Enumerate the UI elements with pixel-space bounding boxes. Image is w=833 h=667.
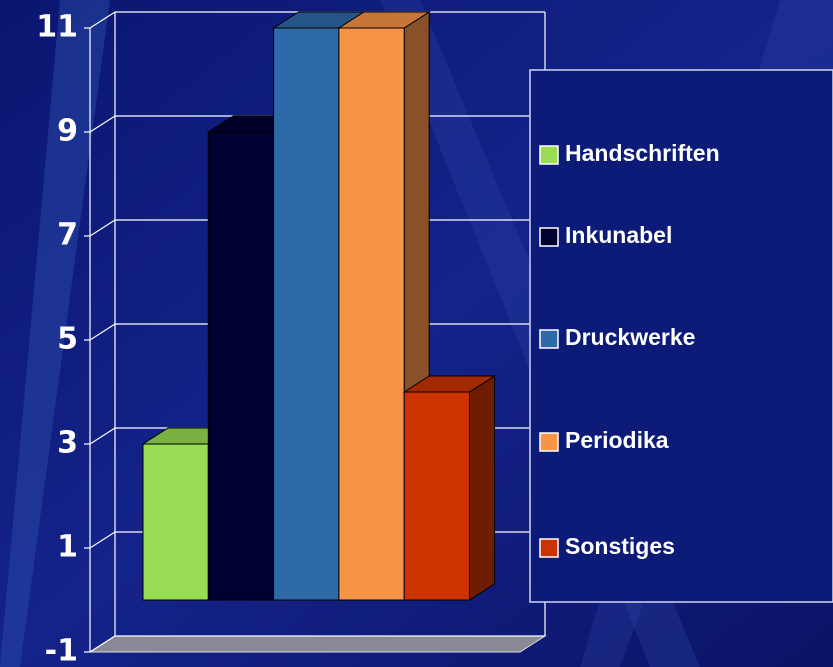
y-tick-label: 1	[57, 530, 78, 565]
bar	[142, 443, 209, 601]
legend-label: Periodika	[565, 427, 669, 453]
y-tick-label: 5	[57, 322, 78, 357]
floor	[88, 635, 547, 653]
y-tick-label: 3	[57, 426, 78, 461]
grid-line	[89, 427, 116, 445]
legend-label: Sonstiges	[565, 533, 675, 559]
grid-line	[89, 115, 116, 133]
y-tick-label: 11	[36, 10, 78, 45]
bar	[403, 391, 471, 601]
streak	[0, 0, 110, 667]
legend-label: Handschriften	[565, 140, 720, 166]
legend-swatch	[539, 538, 559, 558]
legend-swatch	[539, 227, 559, 247]
bar	[207, 131, 275, 601]
legend: Handschriften Inkunabel Druckwerke Periodik…	[539, 140, 720, 559]
bar	[273, 27, 340, 601]
legend-label: Inkunabel	[565, 222, 672, 248]
y-tick-label: 9	[57, 114, 78, 149]
y-tick-label: -1	[45, 634, 78, 667]
grid-line	[89, 219, 116, 237]
legend-swatch	[539, 145, 559, 165]
bar	[338, 27, 405, 601]
legend-label: Druckwerke	[565, 324, 695, 350]
grid-line	[89, 531, 116, 549]
legend-box	[529, 69, 833, 603]
grid-line	[89, 11, 116, 29]
y-tick-label: 7	[57, 218, 78, 253]
grid-line	[89, 635, 116, 653]
grid-line	[89, 323, 116, 341]
bar-side	[469, 375, 495, 601]
legend-swatch	[539, 329, 559, 349]
legend-swatch	[539, 432, 559, 452]
plot: -1 1 3 5 7 9 11	[36, 10, 547, 667]
